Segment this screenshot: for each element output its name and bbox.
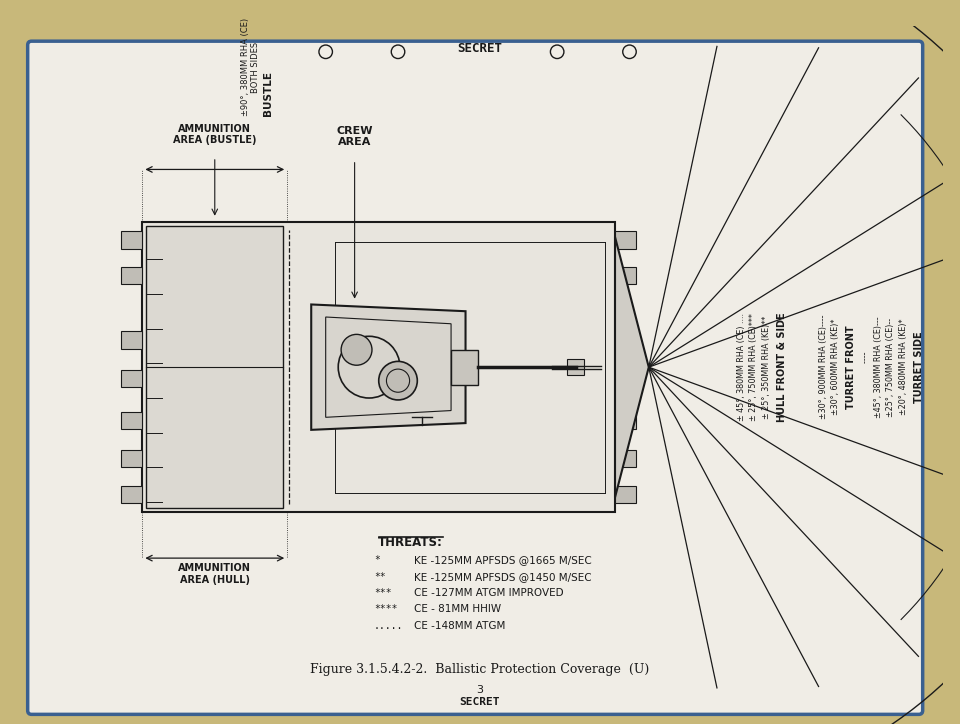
Text: ±90°, 380MM RHA (CE)
BOTH SIDES: ±90°, 380MM RHA (CE) BOTH SIDES <box>241 18 260 117</box>
Text: ----: ---- <box>861 351 871 383</box>
Text: SECRET: SECRET <box>458 42 502 55</box>
Text: 3: 3 <box>476 685 484 695</box>
Text: ±20°, 480MM RHA (KE)*: ±20°, 480MM RHA (KE)* <box>899 319 908 416</box>
Bar <box>615 370 636 387</box>
Bar <box>615 411 636 429</box>
Text: BUSTLE: BUSTLE <box>263 72 273 117</box>
Text: KE -125MM APFSDS @1450 M/SEC: KE -125MM APFSDS @1450 M/SEC <box>415 572 592 581</box>
Text: ±25°, 750MM RHA (CE)--: ±25°, 750MM RHA (CE)-- <box>886 318 896 417</box>
Text: ± 45°, 380MM RHA (CE) ....: ± 45°, 380MM RHA (CE) .... <box>737 313 746 421</box>
Text: Figure 3.1.5.4.2-2.  Ballistic Protection Coverage  (U): Figure 3.1.5.4.2-2. Ballistic Protection… <box>310 662 650 675</box>
Text: CE -127MM ATGM IMPROVED: CE -127MM ATGM IMPROVED <box>415 588 564 598</box>
Text: CREW
AREA: CREW AREA <box>336 126 372 147</box>
Text: ± 25°, 750MM RHA (CE)***: ± 25°, 750MM RHA (CE)*** <box>750 313 758 421</box>
Polygon shape <box>311 305 466 430</box>
Polygon shape <box>615 237 649 497</box>
Text: CE - 81MM HHIW: CE - 81MM HHIW <box>415 605 501 615</box>
Text: AMMUNITION
AREA (HULL): AMMUNITION AREA (HULL) <box>179 563 252 584</box>
Circle shape <box>341 334 372 365</box>
Bar <box>615 486 636 503</box>
Text: ±30°, 900MM RHA (CE)----: ±30°, 900MM RHA (CE)---- <box>819 315 828 419</box>
Text: ± 25°, 350MM RHA (KE)**: ± 25°, 350MM RHA (KE)** <box>762 316 771 418</box>
Bar <box>615 332 636 349</box>
Text: AMMUNITION
AREA (BUSTLE): AMMUNITION AREA (BUSTLE) <box>173 124 256 146</box>
Text: KE -125MM APFSDS @1665 M/SEC: KE -125MM APFSDS @1665 M/SEC <box>415 555 592 565</box>
Bar <box>121 450 142 468</box>
Bar <box>121 486 142 503</box>
Bar <box>121 332 142 349</box>
Bar <box>121 411 142 429</box>
Text: SECRET: SECRET <box>460 696 500 707</box>
Text: .....: ..... <box>373 620 403 631</box>
Bar <box>615 267 636 285</box>
Bar <box>121 370 142 387</box>
Bar <box>146 227 283 508</box>
Bar <box>451 350 478 384</box>
Text: ±45°, 380MM RHA (CE)---: ±45°, 380MM RHA (CE)--- <box>874 316 883 418</box>
Text: TURRET FRONT: TURRET FRONT <box>847 325 856 409</box>
Text: CE -148MM ATGM: CE -148MM ATGM <box>415 620 506 631</box>
Text: ***: *** <box>373 588 392 598</box>
Bar <box>566 359 584 375</box>
Text: *: * <box>373 555 380 565</box>
Bar <box>121 231 142 248</box>
Bar <box>121 267 142 285</box>
Bar <box>615 450 636 468</box>
Circle shape <box>379 361 418 400</box>
Text: TURRET SIDE: TURRET SIDE <box>914 332 924 403</box>
Text: THREATS:: THREATS: <box>378 536 443 549</box>
Text: ±30°, 600MM RHA (KE)*: ±30°, 600MM RHA (KE)* <box>831 319 840 416</box>
FancyBboxPatch shape <box>28 41 923 715</box>
Bar <box>142 222 615 512</box>
Bar <box>615 231 636 248</box>
Text: ****: **** <box>373 605 397 615</box>
Text: HULL FRONT & SIDE: HULL FRONT & SIDE <box>777 312 787 422</box>
Text: **: ** <box>373 572 386 581</box>
